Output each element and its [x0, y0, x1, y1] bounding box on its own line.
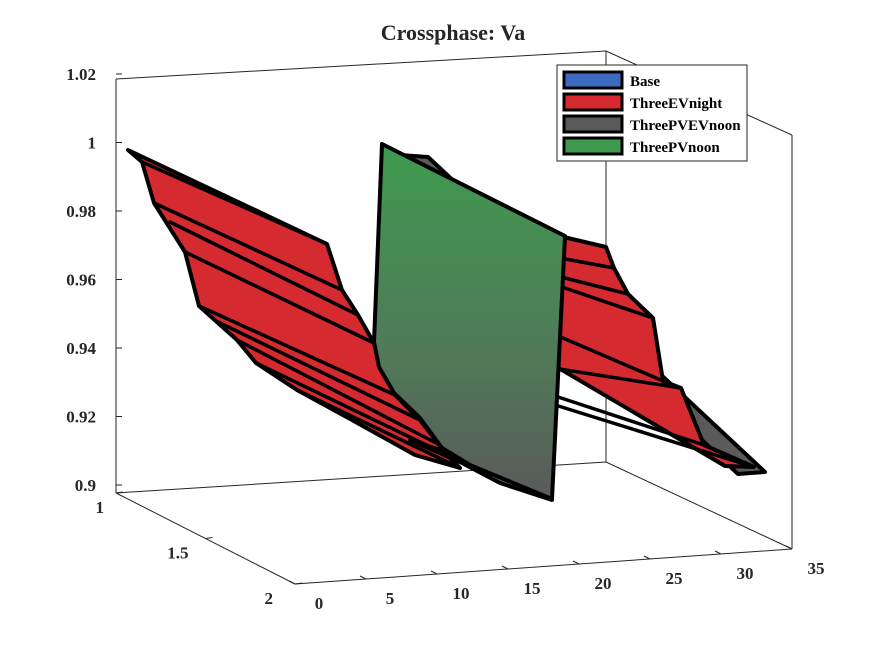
y-tick-mark	[294, 582, 303, 585]
mesh-line	[197, 304, 397, 397]
mesh-line	[212, 318, 422, 422]
x-tick-label: 25	[666, 569, 683, 588]
y-tick-mark	[205, 537, 213, 539]
x-tick-mark	[785, 545, 793, 550]
x-tick-mark	[501, 565, 509, 570]
mesh-line	[295, 388, 462, 470]
z-tick-label: 0.9	[75, 476, 96, 495]
mesh-line	[183, 250, 376, 345]
z-tick-label: 0.98	[66, 202, 96, 221]
x-tick-label: 30	[737, 564, 754, 583]
x-tick-label: 15	[524, 579, 541, 598]
x-tick-mark	[430, 570, 438, 575]
legend-label-threeevnight: ThreeEVnight	[630, 96, 722, 112]
y-axis-ticks: 11.52	[96, 491, 303, 608]
mesh-line	[554, 283, 655, 320]
mesh-line	[558, 256, 616, 270]
z-tick-label: 1.02	[66, 65, 96, 84]
legend-label-base: Base	[630, 74, 660, 90]
x-tick-label: 35	[808, 559, 825, 578]
mesh-line	[555, 274, 630, 296]
z-tick-label: 0.94	[66, 339, 96, 358]
mesh-line	[550, 402, 756, 469]
legend-swatch-threepvevnoon	[562, 114, 624, 134]
surface-threepvnoon	[372, 142, 567, 501]
mesh-line	[380, 142, 567, 238]
x-tick-mark	[643, 555, 651, 560]
mesh-line	[551, 366, 683, 390]
legend: Base ThreeEVnight ThreePVEVnoon ThreePVnoon	[556, 64, 748, 162]
chart-title: Crossphase: Va	[381, 20, 525, 45]
legend-label-threepvevnoon: ThreePVEVnoon	[630, 118, 741, 134]
x-axis-ticks: 0 5 10 15 20 25 30 35	[288, 545, 825, 613]
box-right-bottom-edge	[605, 461, 793, 550]
y-tick-mark	[115, 491, 124, 494]
x-tick-label: 20	[595, 574, 612, 593]
x-tick-mark	[359, 575, 367, 580]
x-tick-mark	[572, 560, 580, 565]
z-tick-label: 1	[88, 134, 97, 153]
mesh-line	[554, 333, 665, 383]
surfaces-layer	[126, 142, 767, 502]
legend-swatch-threeevnight	[562, 92, 624, 112]
z-tick-label: 0.92	[66, 408, 96, 427]
x-tick-mark	[714, 550, 722, 555]
y-tick-label: 1.5	[167, 544, 188, 563]
mesh-line	[550, 393, 706, 447]
mesh-line	[152, 201, 344, 292]
y-tick-label: 2	[265, 589, 274, 608]
legend-label-threepvnoon: ThreePVnoon	[630, 140, 720, 156]
x-tick-label: 10	[453, 584, 470, 603]
z-axis-ticks: 0.9 0.92 0.94 0.96 0.98 1 1.02	[66, 65, 122, 495]
x-tick-mark	[288, 580, 296, 585]
legend-swatch-threepvnoon	[562, 136, 624, 156]
mesh-line	[140, 160, 329, 246]
x-tick-label: 0	[315, 594, 324, 613]
mesh-line	[168, 220, 360, 317]
x-tick-label: 5	[386, 589, 395, 608]
z-tick-label: 0.96	[66, 271, 96, 290]
mesh-line	[235, 338, 442, 447]
box-top-left-edge	[115, 50, 607, 80]
x-axis-line	[294, 548, 793, 585]
surface-threeevnight-right-edges	[550, 256, 756, 469]
legend-swatch-base	[562, 70, 624, 90]
y-tick-label: 1	[96, 498, 105, 517]
